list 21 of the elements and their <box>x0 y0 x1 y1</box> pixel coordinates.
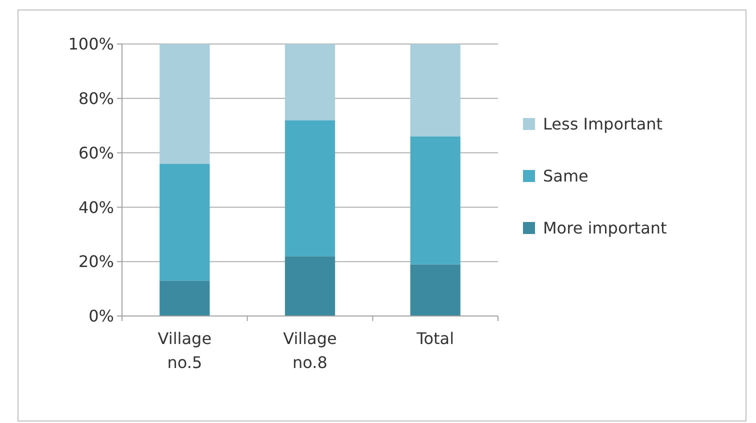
y-tick-label: 80% <box>78 89 114 108</box>
y-tick-label: 60% <box>78 143 114 162</box>
x-tick-label: Total <box>416 329 454 348</box>
bar <box>284 120 336 256</box>
bar <box>284 256 336 316</box>
y-tick-label: 40% <box>78 198 114 217</box>
bar <box>284 44 336 120</box>
legend-label: Less Important <box>543 114 663 134</box>
bar <box>410 44 460 136</box>
legend-label: More important <box>543 218 667 238</box>
x-tick-label: Village no.5 <box>158 329 212 372</box>
bar <box>160 280 210 316</box>
bar <box>160 44 210 164</box>
y-tick-label: 20% <box>78 252 114 272</box>
x-tick-label: Village no.8 <box>283 329 337 372</box>
y-tick-label: 100% <box>68 34 114 54</box>
bar <box>410 264 460 316</box>
bar <box>410 136 460 264</box>
y-tick-label: 0% <box>88 306 114 326</box>
legend-label: Same <box>543 166 588 186</box>
bar <box>160 164 210 281</box>
